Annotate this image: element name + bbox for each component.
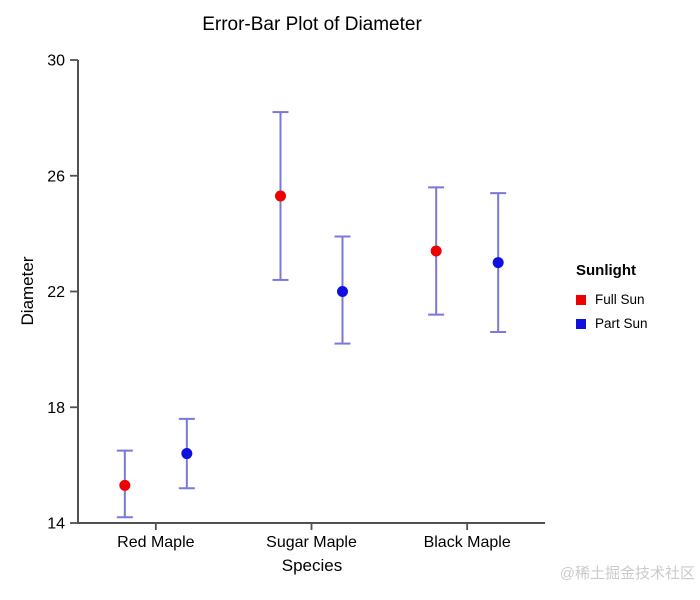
data-point-marker [430,245,442,257]
legend-items: Full Sun Part Sun [576,292,696,331]
y-tick-label: 26 [47,168,65,185]
data-point-marker [492,257,504,269]
legend-item-label: Full Sun [595,292,645,307]
data-point-marker [275,190,286,202]
y-tick-label: 22 [47,284,65,301]
watermark: @稀土掘金技术社区 [559,565,695,582]
y-tick-label: 30 [47,53,65,70]
x-category-label: Sugar Maple [266,534,357,551]
x-axis-title: Species [281,556,343,575]
legend-item-label: Part Sun [595,316,648,331]
legend: Sunlight Full Sun Part Sun [576,262,696,340]
data-point-marker [181,448,193,460]
legend-swatch-icon [576,294,586,305]
chart-title: Error-Bar Plot of Diameter [202,14,422,35]
x-category-label: Red Maple [117,534,194,551]
legend-item: Full Sun [576,292,696,307]
legend-title: Sunlight [576,262,636,279]
y-tick-label: 18 [47,400,65,417]
data-point-marker [119,479,131,491]
data-point-marker [337,286,348,297]
legend-swatch-icon [576,318,586,329]
x-category-label: Black Maple [424,534,511,551]
legend-item: Part Sun [576,316,696,331]
y-tick-label: 14 [47,516,65,533]
